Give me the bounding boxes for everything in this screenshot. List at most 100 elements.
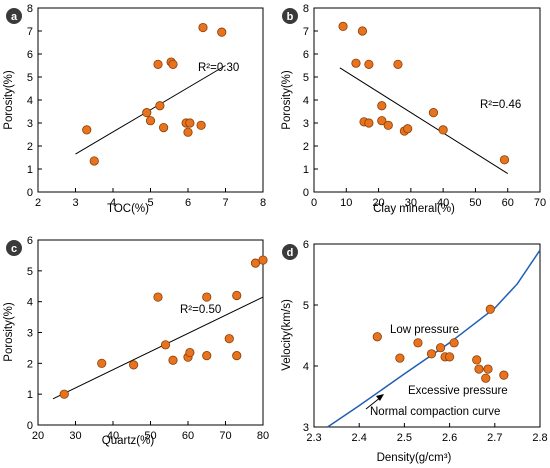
data-point bbox=[499, 155, 510, 165]
x-tick-label: 6 bbox=[185, 197, 191, 209]
x-tick-label: 3 bbox=[72, 197, 78, 209]
data-point bbox=[435, 343, 446, 353]
data-point bbox=[202, 351, 212, 361]
y-tick-label: 0 bbox=[27, 420, 33, 432]
data-point bbox=[438, 125, 448, 135]
y-tick-label: 3 bbox=[303, 422, 309, 434]
data-point bbox=[413, 338, 423, 348]
x-tick-label: 4 bbox=[110, 197, 116, 209]
plot-frame bbox=[37, 7, 264, 193]
panel-badge-letter: d bbox=[287, 247, 294, 259]
data-point bbox=[160, 340, 171, 350]
panel-badge bbox=[6, 240, 22, 256]
y-axis-label: Velocity(km/s) bbox=[281, 299, 293, 371]
data-point bbox=[481, 373, 491, 383]
y-tick-label: 6 bbox=[27, 235, 33, 247]
data-point bbox=[155, 101, 165, 111]
data-point bbox=[483, 364, 493, 374]
x-tick-label: 70 bbox=[534, 197, 546, 209]
y-tick-label: 1 bbox=[27, 389, 33, 401]
data-point bbox=[395, 353, 405, 363]
y-tick-label: 3 bbox=[27, 328, 33, 340]
x-axis-label: Quartz(%) bbox=[102, 435, 155, 447]
r-squared-label: R²=0.30 bbox=[198, 62, 239, 74]
data-point bbox=[351, 58, 361, 68]
panel-badge bbox=[6, 8, 22, 24]
y-tick-label: 6 bbox=[303, 239, 309, 251]
x-tick-label: 10 bbox=[340, 197, 352, 209]
trend-line bbox=[52, 296, 264, 400]
data-point bbox=[444, 352, 455, 362]
data-point bbox=[159, 123, 169, 133]
data-point bbox=[428, 108, 439, 118]
data-point bbox=[202, 292, 212, 302]
panel-badge bbox=[282, 8, 298, 24]
y-tick-label: 4 bbox=[27, 297, 33, 309]
panel-badge bbox=[282, 244, 298, 260]
data-point bbox=[142, 108, 152, 118]
data-point bbox=[449, 338, 459, 348]
data-point bbox=[485, 304, 495, 314]
data-point bbox=[97, 358, 107, 368]
y-tick-label: 4 bbox=[303, 95, 309, 107]
y-tick-label: 4 bbox=[303, 361, 309, 373]
y-tick-label: 7 bbox=[303, 26, 309, 38]
panel-d: 2.3 2.4 2.5 2.6 2.7 2.8 3 4 5 6 Density(g/cm³) Velo… bbox=[281, 239, 548, 464]
x-tick-label: 30 bbox=[405, 197, 417, 209]
x-tick-label: 60 bbox=[502, 197, 514, 209]
x-tick-label: 2.5 bbox=[397, 432, 412, 444]
y-tick-label: 8 bbox=[27, 3, 33, 15]
r-squared-label: R²=0.46 bbox=[480, 99, 521, 111]
x-axis-label: Clay mineral(%) bbox=[373, 203, 455, 215]
x-tick-label: 2.8 bbox=[532, 432, 547, 444]
y-tick-label: 5 bbox=[27, 72, 33, 84]
data-point bbox=[232, 290, 242, 301]
data-point bbox=[377, 101, 387, 111]
normal-compaction-curve bbox=[327, 249, 541, 428]
data-point bbox=[168, 355, 178, 365]
data-point bbox=[338, 21, 348, 32]
y-tick-label: 7 bbox=[27, 26, 33, 38]
trend-line bbox=[339, 67, 508, 175]
x-tick-label: 2.4 bbox=[352, 432, 367, 444]
data-point bbox=[153, 59, 163, 69]
y-tick-label: 3 bbox=[27, 118, 33, 130]
x-tick-label: 50 bbox=[144, 430, 156, 442]
y-tick-label: 4 bbox=[27, 95, 33, 107]
x-tick-label: 7 bbox=[222, 197, 228, 209]
data-point bbox=[196, 120, 206, 130]
y-tick-label: 0 bbox=[27, 187, 33, 199]
data-point bbox=[224, 334, 234, 344]
x-tick-label: 40 bbox=[107, 430, 119, 442]
y-tick-label: 8 bbox=[303, 3, 309, 15]
panel-c: 20 30 40 50 60 70 80 0 1 2 3 4 5 6 Quartz(%) Porosity(%… bbox=[3, 235, 269, 447]
data-point bbox=[474, 364, 484, 374]
data-point bbox=[426, 349, 437, 359]
y-tick-label: 6 bbox=[303, 49, 309, 61]
annotation-label: Excessive pressure bbox=[408, 385, 508, 397]
y-tick-label: 3 bbox=[303, 118, 309, 130]
data-point bbox=[372, 332, 382, 342]
x-tick-label: 60 bbox=[182, 430, 194, 442]
plot-frame bbox=[313, 243, 541, 428]
x-tick-label: 70 bbox=[219, 430, 231, 442]
y-tick-label: 1 bbox=[303, 164, 309, 176]
y-tick-label: 5 bbox=[303, 72, 309, 84]
data-point bbox=[217, 27, 227, 37]
x-tick-label: 2 bbox=[35, 197, 41, 209]
panel-a: 2 3 4 5 6 7 8 0 1 2 3 4 5 6 7 8 TOC(%) Porosity(%) R²=0.30… bbox=[3, 3, 266, 215]
data-point bbox=[403, 124, 413, 134]
x-tick-label: 50 bbox=[469, 197, 481, 209]
panel-b: 0 10 20 30 40 50 60 70 0 1 2 3 4 5 6 7 8 Clay mineral(%) P… bbox=[281, 3, 546, 215]
data-point bbox=[499, 370, 509, 380]
x-axis-label: Density(g/cm³) bbox=[377, 452, 452, 464]
data-point bbox=[472, 355, 482, 365]
data-point bbox=[82, 125, 92, 135]
x-tick-label: 2.7 bbox=[487, 432, 502, 444]
data-point bbox=[198, 22, 208, 33]
x-tick-label: 2.3 bbox=[306, 432, 321, 444]
panel-badge-letter: c bbox=[11, 243, 17, 255]
data-point bbox=[357, 26, 368, 36]
panel-badge-letter: b bbox=[287, 11, 294, 23]
